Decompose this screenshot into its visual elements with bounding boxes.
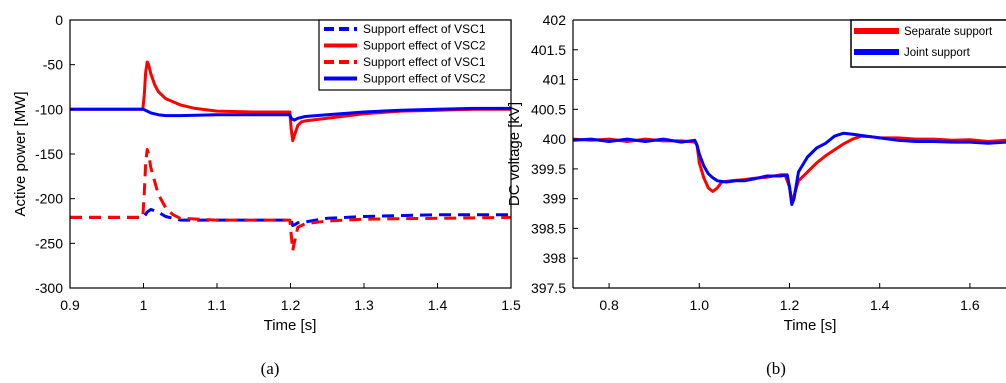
x-tick-label: 1.2 <box>780 297 800 313</box>
chart-b-y-ticks: 402 401.5 401 400.5 400 399.5 399 398.5 398 397.5 <box>531 12 578 296</box>
x-tick-label: 1.2 <box>281 297 301 313</box>
y-tick-label: 400.5 <box>531 101 566 117</box>
y-tick-label: -150 <box>35 146 63 162</box>
y-tick-label: 401 <box>543 72 567 88</box>
y-tick-label: 398 <box>543 250 567 266</box>
y-tick-label: -100 <box>35 101 63 117</box>
chart-a-panel-label: (a) <box>261 359 280 378</box>
x-tick-label: 1 <box>140 297 148 313</box>
x-tick-label: 1.4 <box>428 297 448 313</box>
x-tick-label: 1.6 <box>960 297 980 313</box>
y-tick-label: -50 <box>43 57 63 73</box>
legend-label: Support effect of VSC1 <box>363 22 486 36</box>
y-tick-label: -200 <box>35 191 63 207</box>
chart-b-plot-area <box>573 133 1006 204</box>
chart-a: 0 -50 -100 -150 -200 -250 -300 0.9 1 1.1 1.2 1.3 1.… <box>12 12 521 378</box>
legend-label: Separate support <box>904 26 993 38</box>
chart-a-y-ticks: 0 -50 -100 -150 -200 -250 -300 <box>35 12 75 296</box>
series-line-2 <box>70 150 511 251</box>
x-tick-label: 1.4 <box>870 297 890 313</box>
x-tick-label: 0.8 <box>599 297 619 313</box>
chart-b-legend: Separate support Joint support <box>851 20 1006 67</box>
x-tick-label: 1.3 <box>354 297 374 313</box>
y-tick-label: -250 <box>35 235 63 251</box>
y-tick-label: 400 <box>543 131 567 147</box>
x-tick-label: 1.1 <box>207 297 227 313</box>
chart-b-panel-label: (b) <box>766 359 786 378</box>
legend-label: Support effect of VSC1 <box>363 55 486 69</box>
series-line-1 <box>573 133 1006 204</box>
y-tick-label: 398.5 <box>531 220 566 236</box>
x-tick-label: 1.0 <box>690 297 710 313</box>
y-tick-label: 401.5 <box>531 42 566 58</box>
series-line-3 <box>70 108 511 120</box>
y-tick-label: 399 <box>543 191 567 207</box>
chart-b: 402 401.5 401 400.5 400 399.5 399 398.5 398 397.5… <box>506 12 1006 378</box>
chart-a-legend: Support effect of VSC1 Support effect of … <box>319 20 511 90</box>
y-tick-label: -300 <box>35 280 63 296</box>
legend-label: Support effect of VSC2 <box>363 39 486 53</box>
x-tick-label: 0.9 <box>60 297 80 313</box>
chart-b-x-axis-label: Time [s] <box>784 317 837 334</box>
y-tick-label: 402 <box>543 12 567 28</box>
y-tick-label: 0 <box>55 12 63 28</box>
chart-a-x-axis-label: Time [s] <box>264 317 317 334</box>
x-tick-label: 1.5 <box>501 297 521 313</box>
legend-label: Support effect of VSC2 <box>363 72 486 86</box>
legend-label: Joint support <box>904 47 971 59</box>
chart-a-y-axis-label: Active power [MW] <box>12 91 29 216</box>
y-tick-label: 399.5 <box>531 161 566 177</box>
y-tick-label: 397.5 <box>531 280 566 296</box>
chart-b-y-axis-label: DC voltage [kV] <box>506 102 523 206</box>
